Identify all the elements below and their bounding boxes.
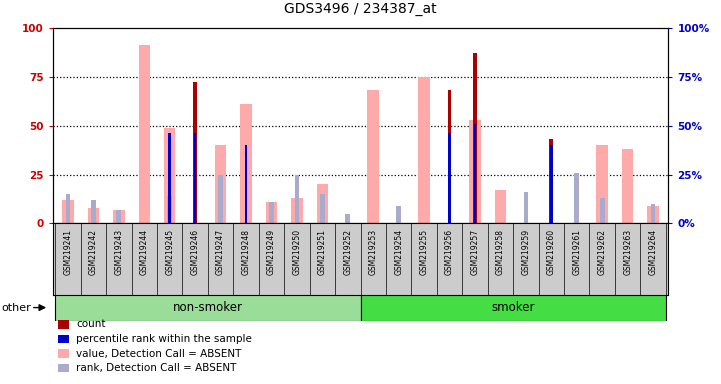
Text: GSM219243: GSM219243 xyxy=(115,229,123,275)
Text: rank, Detection Call = ABSENT: rank, Detection Call = ABSENT xyxy=(76,363,236,373)
Bar xyxy=(88,208,99,223)
Text: non-smoker: non-smoker xyxy=(173,301,243,314)
Text: GSM219261: GSM219261 xyxy=(572,229,581,275)
Bar xyxy=(651,204,655,223)
Text: GSM219252: GSM219252 xyxy=(343,229,353,275)
Bar xyxy=(117,210,121,223)
Bar xyxy=(647,206,659,223)
Bar xyxy=(397,206,401,223)
Bar xyxy=(448,133,451,223)
Bar xyxy=(266,202,277,223)
Bar xyxy=(622,149,633,223)
Bar xyxy=(164,127,175,223)
Bar xyxy=(317,184,328,223)
Bar xyxy=(91,200,96,223)
Bar xyxy=(345,214,350,223)
Text: GSM219247: GSM219247 xyxy=(216,229,225,275)
Text: GSM219263: GSM219263 xyxy=(623,229,632,275)
Text: GSM219254: GSM219254 xyxy=(394,229,403,275)
Text: GSM219250: GSM219250 xyxy=(293,229,301,275)
Bar xyxy=(194,133,196,223)
Bar xyxy=(218,175,223,223)
Bar xyxy=(549,139,553,223)
FancyBboxPatch shape xyxy=(360,295,665,321)
Text: smoker: smoker xyxy=(492,301,535,314)
Bar xyxy=(66,194,70,223)
Text: GSM219241: GSM219241 xyxy=(63,229,72,275)
Text: GSM219246: GSM219246 xyxy=(190,229,200,275)
Text: GSM219245: GSM219245 xyxy=(165,229,174,275)
Bar xyxy=(469,120,481,223)
Bar xyxy=(600,198,604,223)
Bar xyxy=(368,90,379,223)
Text: GDS3496 / 234387_at: GDS3496 / 234387_at xyxy=(284,2,437,16)
Text: GSM219244: GSM219244 xyxy=(140,229,149,275)
Bar xyxy=(244,145,247,223)
Text: GSM219249: GSM219249 xyxy=(267,229,276,275)
Bar xyxy=(448,90,451,223)
Bar xyxy=(550,145,552,223)
Text: GSM219259: GSM219259 xyxy=(521,229,531,275)
Bar xyxy=(167,196,172,223)
Text: GSM219248: GSM219248 xyxy=(242,229,250,275)
Text: count: count xyxy=(76,319,106,329)
Bar xyxy=(320,194,324,223)
Text: GSM219262: GSM219262 xyxy=(598,229,606,275)
Bar xyxy=(291,198,303,223)
Bar xyxy=(269,202,274,223)
Text: GSM219257: GSM219257 xyxy=(471,229,479,275)
Bar xyxy=(113,210,125,223)
Bar xyxy=(495,190,506,223)
Text: GSM219255: GSM219255 xyxy=(420,229,428,275)
Text: GSM219251: GSM219251 xyxy=(318,229,327,275)
Text: other: other xyxy=(1,303,31,313)
Bar xyxy=(240,104,252,223)
Text: GSM219264: GSM219264 xyxy=(649,229,658,275)
Bar xyxy=(62,200,74,223)
Bar xyxy=(575,172,579,223)
Text: value, Detection Call = ABSENT: value, Detection Call = ABSENT xyxy=(76,349,242,359)
Bar xyxy=(474,124,477,223)
Bar xyxy=(473,53,477,223)
Text: GSM219260: GSM219260 xyxy=(547,229,556,275)
Text: GSM219258: GSM219258 xyxy=(496,229,505,275)
Bar xyxy=(169,133,171,223)
Bar xyxy=(523,192,528,223)
FancyBboxPatch shape xyxy=(56,295,360,321)
Text: percentile rank within the sample: percentile rank within the sample xyxy=(76,334,252,344)
Bar xyxy=(215,145,226,223)
Text: GSM219253: GSM219253 xyxy=(368,229,378,275)
Bar xyxy=(138,45,150,223)
Bar xyxy=(418,77,430,223)
Bar xyxy=(596,145,608,223)
Text: GSM219256: GSM219256 xyxy=(445,229,454,275)
Bar xyxy=(295,175,299,223)
Text: GSM219242: GSM219242 xyxy=(89,229,98,275)
Bar xyxy=(193,83,197,223)
